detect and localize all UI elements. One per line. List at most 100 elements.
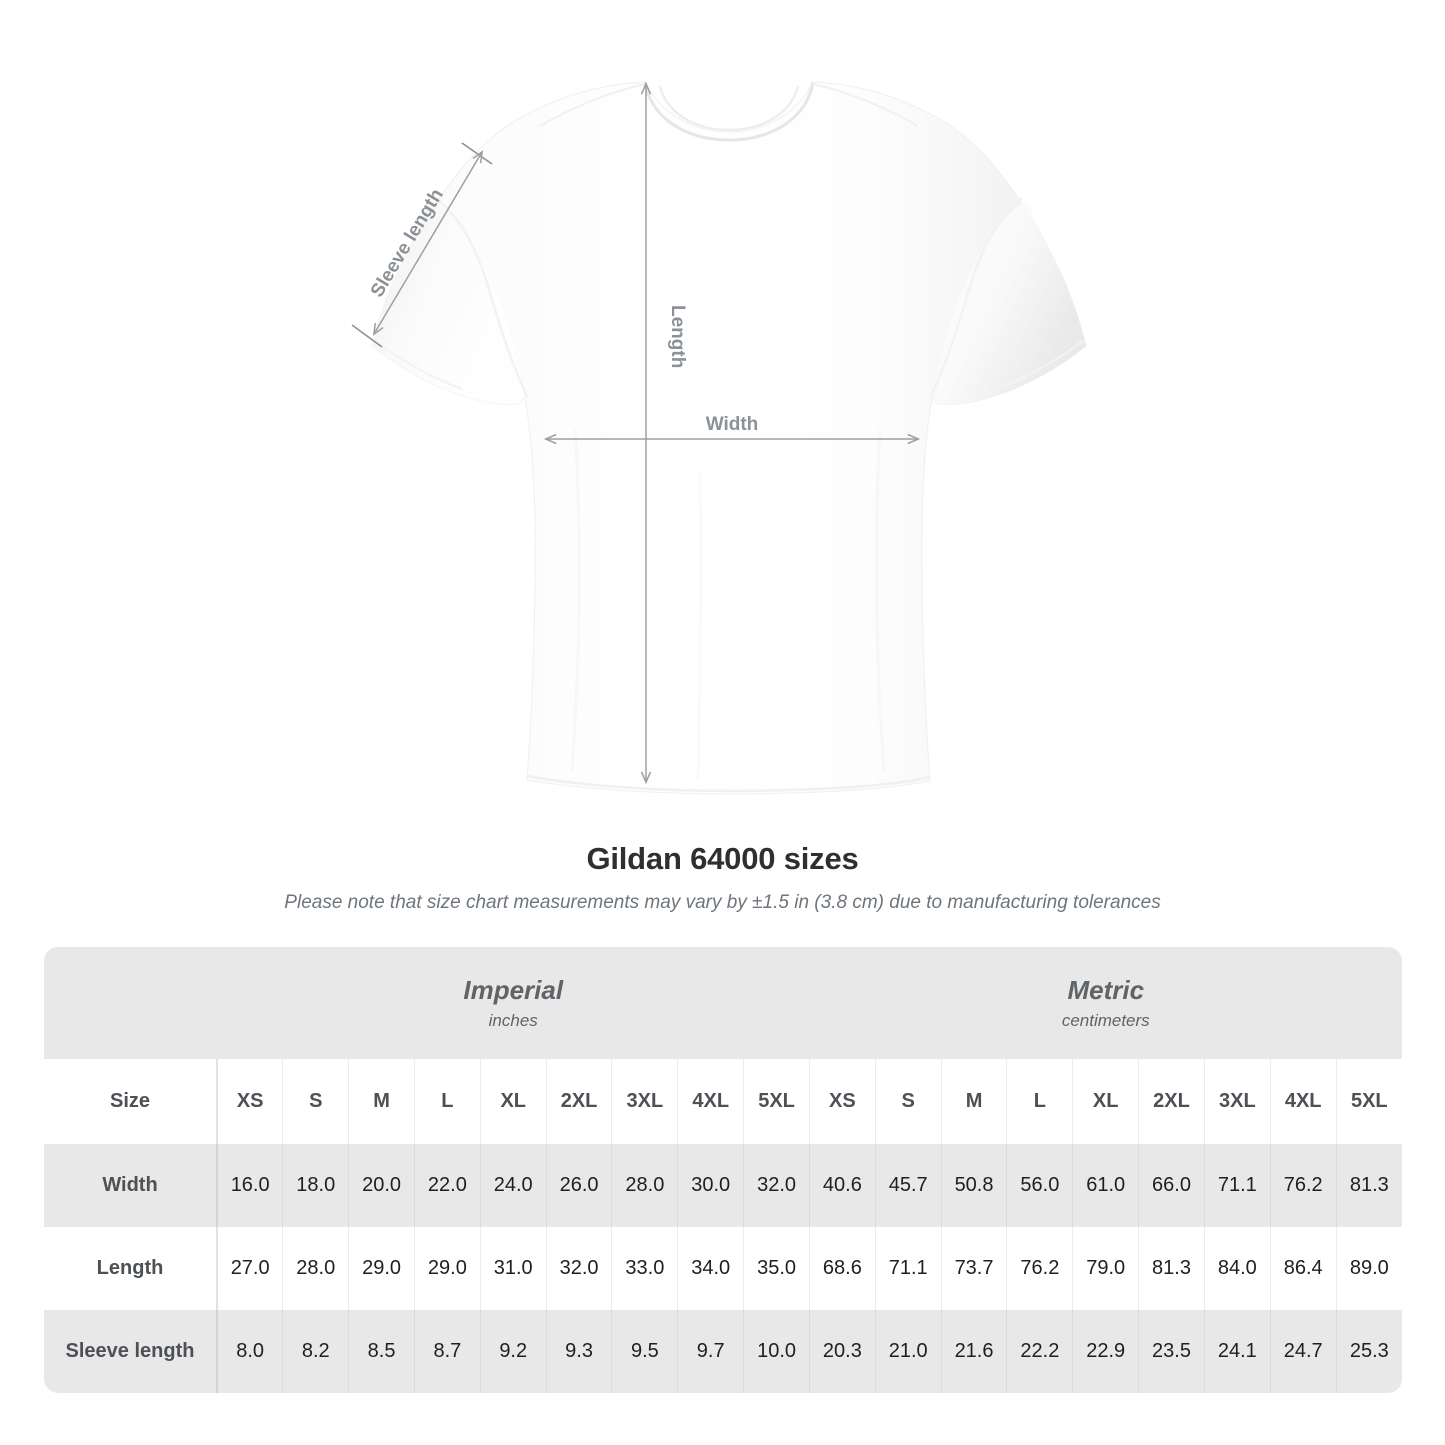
unit-imperial-name: Imperial xyxy=(463,974,564,1005)
cell-sleeve-metric-4xl: 24.7 xyxy=(1270,1310,1337,1393)
cell-sleeve-imperial-3xl: 9.5 xyxy=(611,1310,679,1393)
size-header-metric-5xl: 5XL xyxy=(1336,1059,1403,1144)
tshirt-diagram-area: Length Width Sleeve length xyxy=(351,81,1087,795)
cell-width-metric-5xl: 81.3 xyxy=(1336,1144,1403,1227)
cell-width-imperial-m: 20.0 xyxy=(348,1144,415,1227)
unit-metric-sub: centimeters xyxy=(1061,1010,1150,1030)
size-header-imperial-s: S xyxy=(282,1059,350,1144)
cell-sleeve-metric-xs: 20.3 xyxy=(809,1310,876,1393)
cell-length-metric-l: 76.2 xyxy=(1006,1227,1074,1310)
cell-width-metric-2xl: 66.0 xyxy=(1138,1144,1205,1227)
unit-group-imperial: Imperial inches xyxy=(217,947,810,1059)
cell-sleeve-imperial-l: 8.7 xyxy=(414,1310,481,1393)
cell-width-imperial-5xl: 32.0 xyxy=(743,1144,810,1227)
unit-group-metric: Metric centimeters xyxy=(809,947,1403,1059)
cell-length-metric-4xl: 86.4 xyxy=(1270,1227,1337,1310)
cell-width-metric-m: 50.8 xyxy=(941,1144,1008,1227)
cell-length-metric-m: 73.7 xyxy=(941,1227,1008,1310)
cell-length-imperial-s: 28.0 xyxy=(282,1227,350,1310)
cell-length-metric-xs: 68.6 xyxy=(809,1227,876,1310)
size-header-label: Size xyxy=(44,1059,218,1144)
cell-sleeve-metric-m: 21.6 xyxy=(941,1310,1008,1393)
size-header-imperial-l: L xyxy=(414,1059,481,1144)
chart-header: Gildan 64000 sizes Please note that size… xyxy=(0,840,1445,915)
cell-length-metric-3xl: 84.0 xyxy=(1204,1227,1271,1310)
cell-sleeve-metric-5xl: 25.3 xyxy=(1336,1310,1403,1393)
cell-sleeve-imperial-4xl: 9.7 xyxy=(677,1310,745,1393)
cell-sleeve-metric-l: 22.2 xyxy=(1006,1310,1074,1393)
cell-width-imperial-4xl: 30.0 xyxy=(677,1144,745,1227)
size-header-imperial-4xl: 4XL xyxy=(677,1059,745,1144)
cell-width-metric-l: 56.0 xyxy=(1006,1144,1074,1227)
cell-length-imperial-5xl: 35.0 xyxy=(743,1227,810,1310)
size-header-imperial-m: M xyxy=(348,1059,415,1144)
cell-length-imperial-xs: 27.0 xyxy=(217,1227,284,1310)
cell-length-metric-5xl: 89.0 xyxy=(1336,1227,1403,1310)
row-label-width: Width xyxy=(44,1144,218,1227)
table-row: Length 27.0 28.0 29.0 29.0 31.0 32.0 33.… xyxy=(44,1227,1403,1310)
cell-width-imperial-xs: 16.0 xyxy=(217,1144,284,1227)
table-row: Width 16.0 18.0 20.0 22.0 24.0 26.0 28.0… xyxy=(44,1144,1403,1227)
cell-length-imperial-3xl: 33.0 xyxy=(611,1227,679,1310)
cell-width-metric-xl: 61.0 xyxy=(1072,1144,1140,1227)
tshirt-shape xyxy=(371,81,1087,795)
size-header-imperial-xs: XS xyxy=(217,1059,284,1144)
cell-sleeve-imperial-2xl: 9.3 xyxy=(546,1310,613,1393)
unit-banner-row: Imperial inches Metric centimeters xyxy=(44,947,1403,1059)
cell-sleeve-imperial-5xl: 10.0 xyxy=(743,1310,810,1393)
size-header-imperial-3xl: 3XL xyxy=(611,1059,679,1144)
cell-width-imperial-3xl: 28.0 xyxy=(611,1144,679,1227)
cell-width-metric-s: 45.7 xyxy=(875,1144,942,1227)
size-header-metric-4xl: 4XL xyxy=(1270,1059,1337,1144)
cell-width-metric-4xl: 76.2 xyxy=(1270,1144,1337,1227)
cell-length-imperial-2xl: 32.0 xyxy=(546,1227,613,1310)
unit-banner-spacer xyxy=(44,947,217,1059)
cell-length-metric-s: 71.1 xyxy=(875,1227,942,1310)
unit-imperial-sub: inches xyxy=(488,1010,538,1030)
cell-length-imperial-4xl: 34.0 xyxy=(677,1227,745,1310)
cell-width-imperial-2xl: 26.0 xyxy=(546,1144,613,1227)
cell-length-imperial-l: 29.0 xyxy=(414,1227,481,1310)
size-header-imperial-5xl: 5XL xyxy=(743,1059,810,1144)
size-header-imperial-2xl: 2XL xyxy=(546,1059,613,1144)
size-header-metric-2xl: 2XL xyxy=(1138,1059,1205,1144)
size-header-metric-l: L xyxy=(1006,1059,1074,1144)
size-header-metric-xs: XS xyxy=(809,1059,876,1144)
size-header-metric-3xl: 3XL xyxy=(1204,1059,1271,1144)
size-chart-table: Imperial inches Metric centimeters Size … xyxy=(44,947,1403,1393)
page-title: Gildan 64000 sizes xyxy=(586,841,859,876)
cell-width-metric-3xl: 71.1 xyxy=(1204,1144,1271,1227)
cell-sleeve-imperial-xs: 8.0 xyxy=(217,1310,284,1393)
length-label: Length xyxy=(667,305,688,368)
size-chart-table-wrapper: Imperial inches Metric centimeters Size … xyxy=(44,947,1403,1393)
size-header-metric-m: M xyxy=(941,1059,1008,1144)
table-row: Sleeve length 8.0 8.2 8.5 8.7 9.2 9.3 9.… xyxy=(44,1310,1403,1393)
cell-sleeve-metric-s: 21.0 xyxy=(875,1310,942,1393)
cell-width-metric-xs: 40.6 xyxy=(809,1144,876,1227)
size-header-imperial-xl: XL xyxy=(480,1059,547,1144)
row-label-sleeve-length: Sleeve length xyxy=(44,1310,218,1393)
cell-sleeve-metric-2xl: 23.5 xyxy=(1138,1310,1205,1393)
cell-width-imperial-l: 22.0 xyxy=(414,1144,481,1227)
unit-metric-name: Metric xyxy=(1067,974,1145,1005)
cell-length-metric-2xl: 81.3 xyxy=(1138,1227,1205,1310)
size-header-metric-s: S xyxy=(875,1059,942,1144)
sleeve-length-arrow xyxy=(374,152,482,334)
cell-width-imperial-xl: 24.0 xyxy=(480,1144,547,1227)
width-label: Width xyxy=(706,414,759,435)
cell-length-imperial-xl: 31.0 xyxy=(480,1227,547,1310)
length-measurement: Length xyxy=(646,84,688,782)
cell-sleeve-imperial-xl: 9.2 xyxy=(480,1310,547,1393)
sleeve-tick-bottom xyxy=(351,324,383,348)
tshirt-svg: Length Width Sleeve length xyxy=(351,81,1087,795)
tolerance-note: Please note that size chart measurements… xyxy=(284,892,1161,914)
cell-sleeve-metric-xl: 22.9 xyxy=(1072,1310,1140,1393)
row-label-length: Length xyxy=(44,1227,218,1310)
cell-width-imperial-s: 18.0 xyxy=(282,1144,350,1227)
cell-length-imperial-m: 29.0 xyxy=(348,1227,415,1310)
width-measurement: Width xyxy=(546,414,918,439)
cell-sleeve-imperial-m: 8.5 xyxy=(348,1310,415,1393)
cell-sleeve-imperial-s: 8.2 xyxy=(282,1310,350,1393)
cell-length-metric-xl: 79.0 xyxy=(1072,1227,1140,1310)
size-header-row: Size XS S M L XL 2XL 3XL 4XL 5XL XS S M … xyxy=(44,1059,1403,1144)
